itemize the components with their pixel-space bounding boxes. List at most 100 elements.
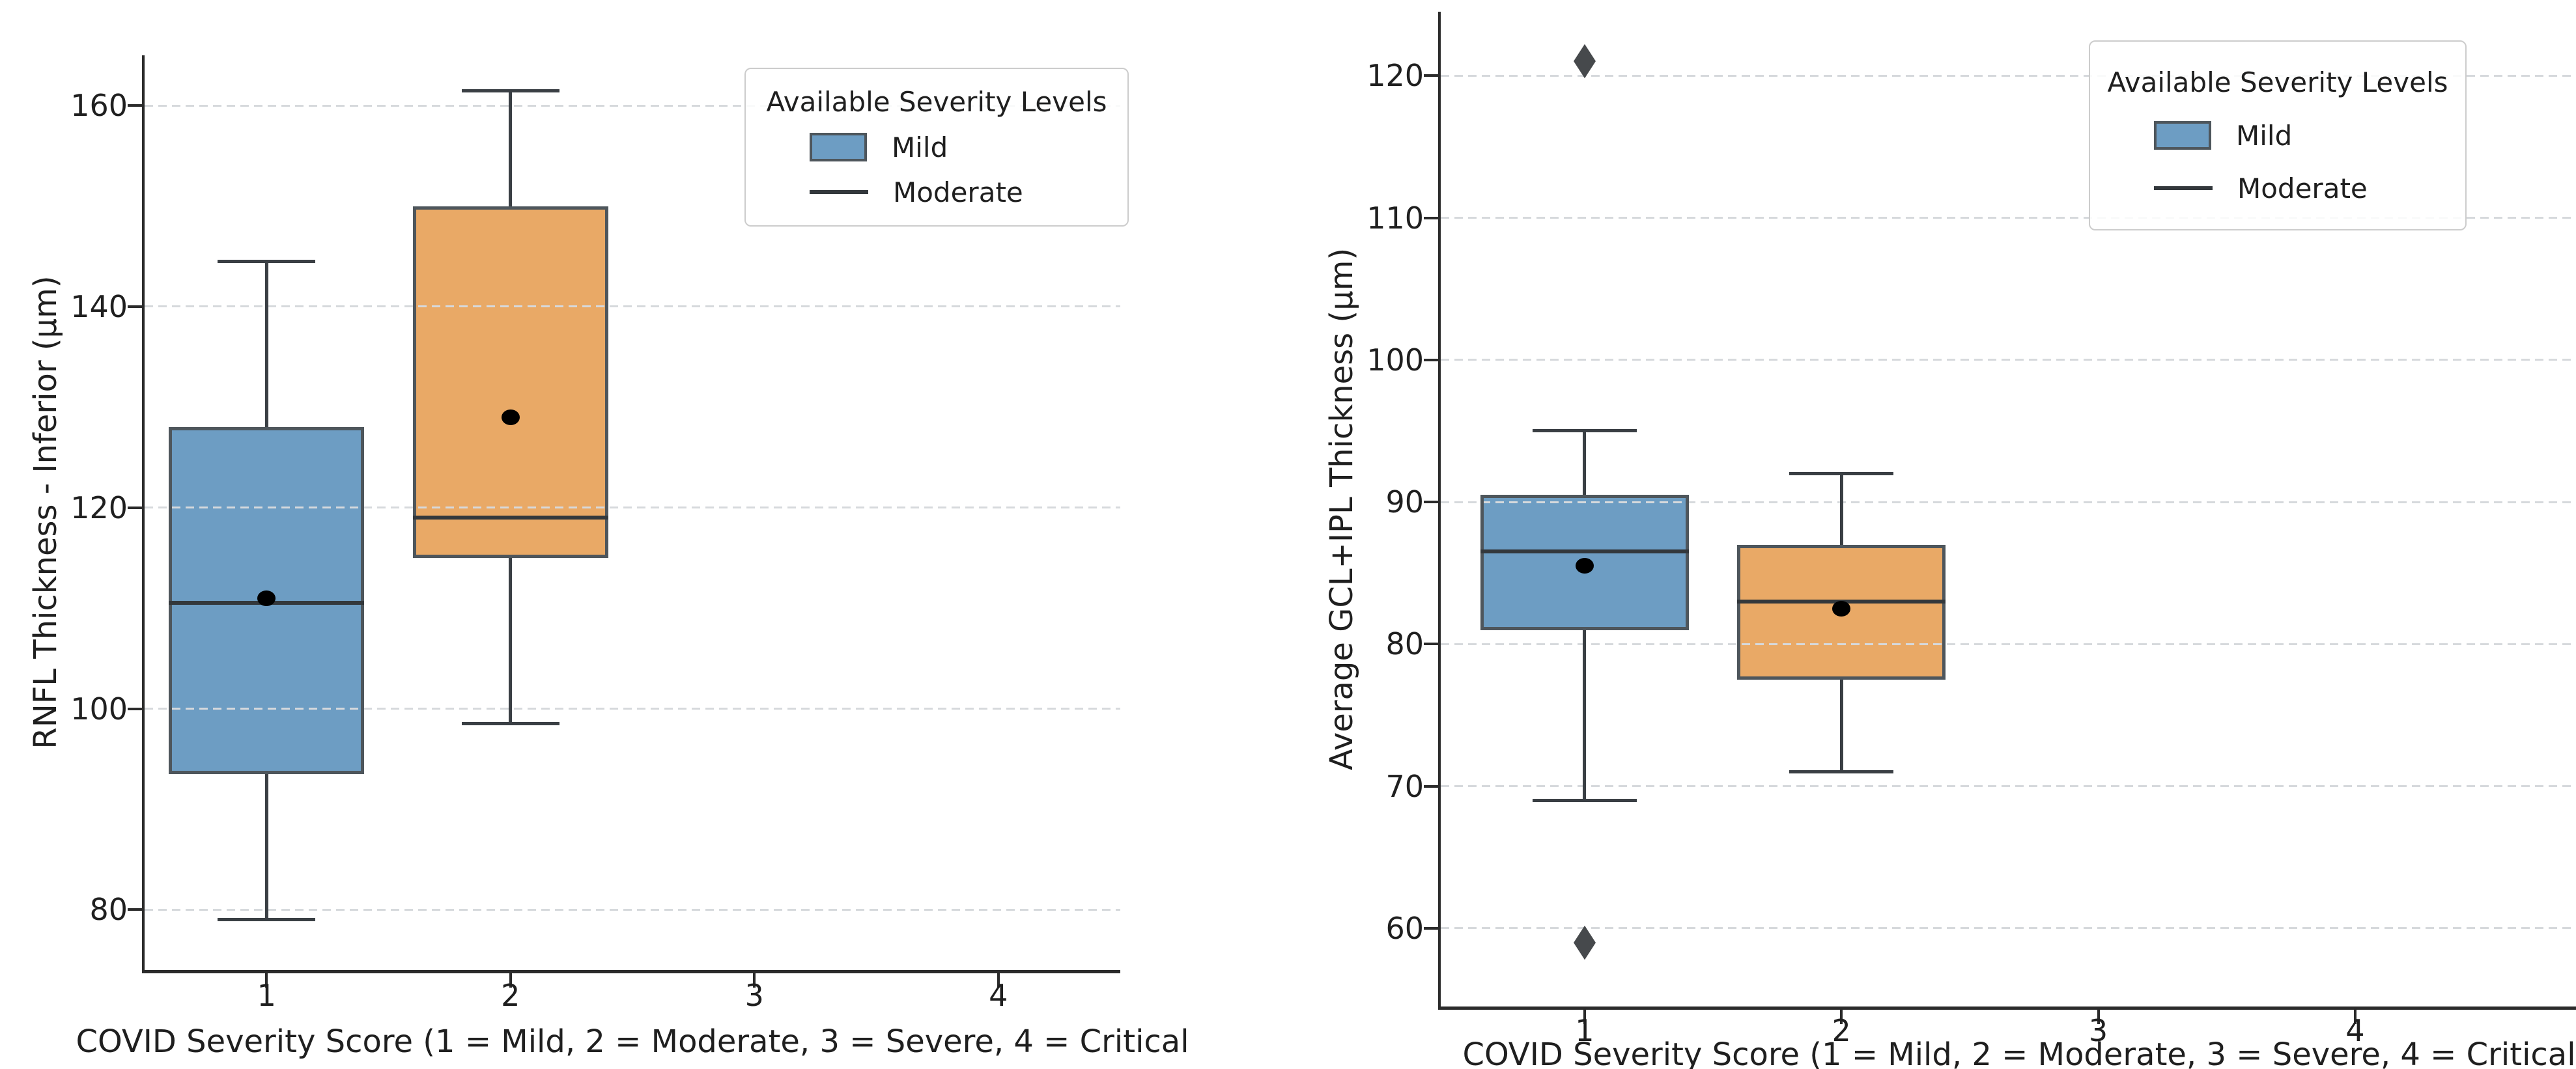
gridline xyxy=(1441,785,2576,788)
gridline xyxy=(1441,74,2576,77)
gridline xyxy=(1441,501,2576,503)
y-tick xyxy=(1424,784,1438,788)
y-axis-label-gcl: Average GCL+IPL Thickness (µm) xyxy=(1323,247,1360,771)
box-whisker xyxy=(1839,679,1843,772)
outlier-marker xyxy=(1573,925,1596,960)
y-tick-label: 110 xyxy=(1366,200,1424,236)
box-border xyxy=(169,427,365,774)
moderate-line-swatch xyxy=(810,190,868,195)
x-tick-label: 2 xyxy=(1832,1013,1851,1048)
y-tick xyxy=(128,908,142,911)
x-axis-label-left: COVID Severity Score (1 = Mild, 2 = Mode… xyxy=(76,1023,1189,1060)
x-axis-label-right: COVID Severity Score (1 = Mild, 2 = Mode… xyxy=(1462,1036,2576,1069)
mean-marker xyxy=(501,409,520,425)
box-whisker xyxy=(1839,473,1843,545)
y-tick xyxy=(128,104,142,107)
x-tick xyxy=(997,973,1000,988)
x-tick-label: 1 xyxy=(1575,1013,1594,1048)
y-axis-label-rnfl: RNFL Thickness - Inferior (µm) xyxy=(27,275,64,749)
x-tick-label: 2 xyxy=(501,978,520,1013)
x-tick xyxy=(753,973,756,988)
box-cap xyxy=(1532,429,1637,433)
box-whisker xyxy=(509,557,513,724)
legend-item-moderate: Moderate xyxy=(759,176,1114,208)
x-tick-label: 1 xyxy=(257,978,276,1013)
legend-item-mild: Mild xyxy=(2103,120,2452,152)
legend-right: Available Severity Levels Mild Moderate xyxy=(2089,40,2467,230)
gridline xyxy=(1441,927,2576,930)
box-whisker xyxy=(264,773,268,920)
outlier-marker xyxy=(1573,44,1596,79)
box-cap xyxy=(1789,770,1894,774)
legend-left: Available Severity Levels Mild Moderate xyxy=(744,68,1129,227)
box-median xyxy=(1480,549,1689,554)
x-tick-label: 4 xyxy=(989,978,1008,1013)
box-whisker xyxy=(264,261,268,428)
legend-title: Available Severity Levels xyxy=(2107,66,2448,99)
legend-item-mild: Mild xyxy=(759,132,1114,163)
gridline xyxy=(145,708,1120,710)
x-tick xyxy=(1583,1010,1586,1024)
mean-marker xyxy=(1575,558,1594,574)
y-tick xyxy=(128,305,142,308)
y-tick-label: 100 xyxy=(1366,342,1424,378)
y-tick-label: 80 xyxy=(1385,626,1424,662)
box-border xyxy=(1480,495,1689,630)
box-cap xyxy=(1789,471,1894,475)
y-tick-label: 80 xyxy=(89,892,128,928)
gridline xyxy=(1441,217,2576,219)
gridline xyxy=(1441,359,2576,361)
y-tick-label: 90 xyxy=(1385,484,1424,520)
moderate-line-swatch xyxy=(2154,186,2213,191)
x-tick-label: 3 xyxy=(2088,1013,2108,1048)
gridline xyxy=(145,908,1120,911)
mean-marker xyxy=(257,590,276,606)
y-tick-label: 70 xyxy=(1385,768,1424,804)
y-axis-spine xyxy=(1438,12,1441,1009)
box-fill xyxy=(412,206,608,558)
y-tick-label: 60 xyxy=(1385,910,1424,946)
x-axis-spine xyxy=(142,970,1120,973)
box-cap xyxy=(461,722,559,726)
y-tick xyxy=(1424,501,1438,504)
x-tick-label: 3 xyxy=(744,978,764,1013)
box-border xyxy=(412,206,608,558)
mild-patch-swatch xyxy=(810,133,867,161)
y-axis-spine xyxy=(142,55,145,973)
y-tick-label: 160 xyxy=(70,88,128,124)
y-tick-label: 140 xyxy=(70,288,128,324)
x-tick xyxy=(509,973,512,988)
legend-item-label: Mild xyxy=(2236,119,2293,152)
y-tick xyxy=(128,506,142,509)
gridline xyxy=(145,305,1120,308)
box-whisker xyxy=(1583,630,1587,801)
y-tick-label: 120 xyxy=(70,490,128,525)
y-tick-label: 100 xyxy=(70,691,128,727)
gridline xyxy=(1441,643,2576,645)
legend-item-label: Moderate xyxy=(2237,172,2368,204)
box-median xyxy=(412,516,608,520)
y-tick-label: 120 xyxy=(1366,58,1424,94)
box-cap xyxy=(461,89,559,92)
x-tick xyxy=(2097,1010,2100,1024)
box-cap xyxy=(218,260,316,263)
x-tick xyxy=(265,973,268,988)
y-tick xyxy=(1424,74,1438,77)
x-tick xyxy=(2353,1010,2357,1024)
box-cap xyxy=(1532,798,1637,802)
y-tick xyxy=(1424,358,1438,361)
gridline xyxy=(145,507,1120,509)
mean-marker xyxy=(1832,600,1851,617)
y-tick xyxy=(1424,216,1438,219)
y-tick xyxy=(128,707,142,710)
legend-item-label: Mild xyxy=(892,131,948,163)
x-tick-label: 4 xyxy=(2345,1013,2365,1048)
gridline xyxy=(145,104,1120,107)
legend-title: Available Severity Levels xyxy=(766,86,1107,118)
y-tick xyxy=(1424,643,1438,646)
legend-item-label: Moderate xyxy=(893,176,1023,208)
box-cap xyxy=(218,918,316,922)
x-tick xyxy=(1840,1010,1843,1024)
mild-patch-swatch xyxy=(2154,121,2211,150)
